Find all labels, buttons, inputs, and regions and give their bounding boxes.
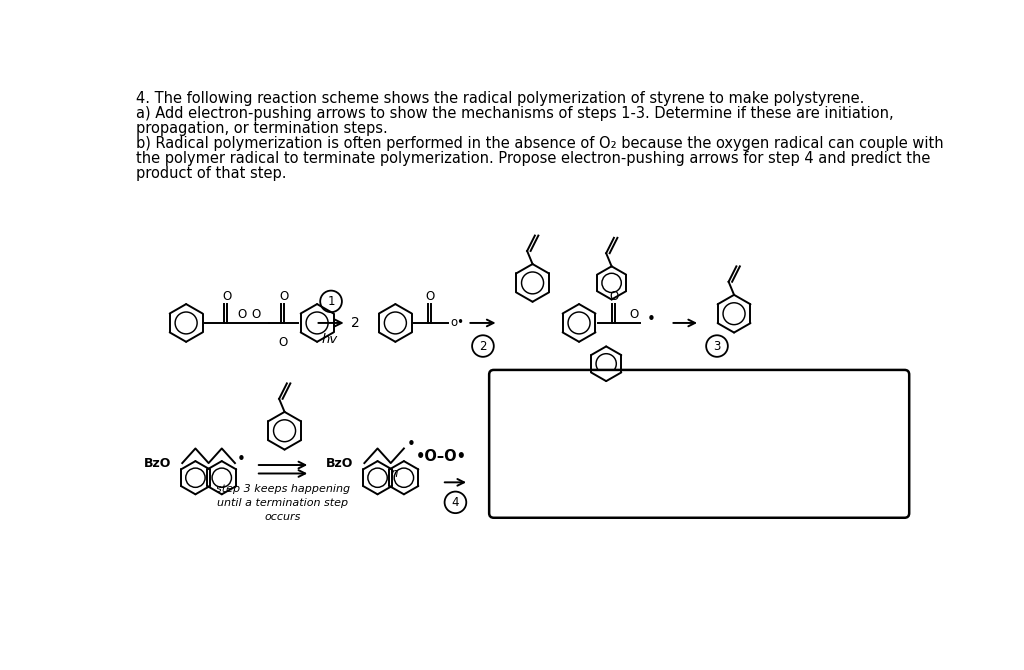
Text: •: • — [408, 437, 416, 452]
Text: until a termination step: until a termination step — [217, 498, 348, 508]
Text: BzO: BzO — [326, 456, 353, 470]
Text: •O–O•: •O–O• — [417, 449, 467, 464]
Text: •: • — [646, 312, 655, 328]
Text: •: • — [237, 452, 246, 467]
Text: BzO: BzO — [143, 456, 171, 470]
Text: O: O — [222, 290, 231, 303]
Text: o•: o• — [451, 316, 465, 330]
Text: step 3 keeps happening: step 3 keeps happening — [216, 484, 350, 494]
Text: n: n — [391, 466, 398, 480]
Text: product of that step.: product of that step. — [136, 166, 287, 182]
Text: O: O — [629, 308, 638, 321]
Text: a) Add electron-pushing arrows to show the mechanisms of steps 1-3. Determine if: a) Add electron-pushing arrows to show t… — [136, 107, 893, 121]
Text: O: O — [238, 308, 247, 321]
Text: 2: 2 — [350, 316, 359, 330]
Text: the polymer radical to terminate polymerization. Propose electron-pushing arrows: the polymer radical to terminate polymer… — [136, 151, 930, 166]
Text: b) Radical polymerization is often performed in the absence of O₂ because the ox: b) Radical polymerization is often perfo… — [136, 136, 943, 151]
Text: O: O — [252, 308, 261, 321]
Text: O: O — [280, 290, 289, 303]
Text: 1: 1 — [328, 295, 335, 308]
Text: 2: 2 — [479, 340, 486, 352]
Text: O: O — [278, 336, 288, 350]
Text: 4. The following reaction scheme shows the radical polymerization of styrene to : 4. The following reaction scheme shows t… — [136, 91, 864, 106]
Text: hv: hv — [322, 334, 338, 346]
Text: O: O — [609, 290, 618, 303]
Text: propagation, or termination steps.: propagation, or termination steps. — [136, 121, 387, 136]
Text: occurs: occurs — [265, 512, 301, 522]
FancyBboxPatch shape — [489, 370, 909, 518]
Text: 3: 3 — [714, 340, 721, 352]
Text: O: O — [425, 290, 434, 303]
Text: 4: 4 — [452, 496, 459, 509]
